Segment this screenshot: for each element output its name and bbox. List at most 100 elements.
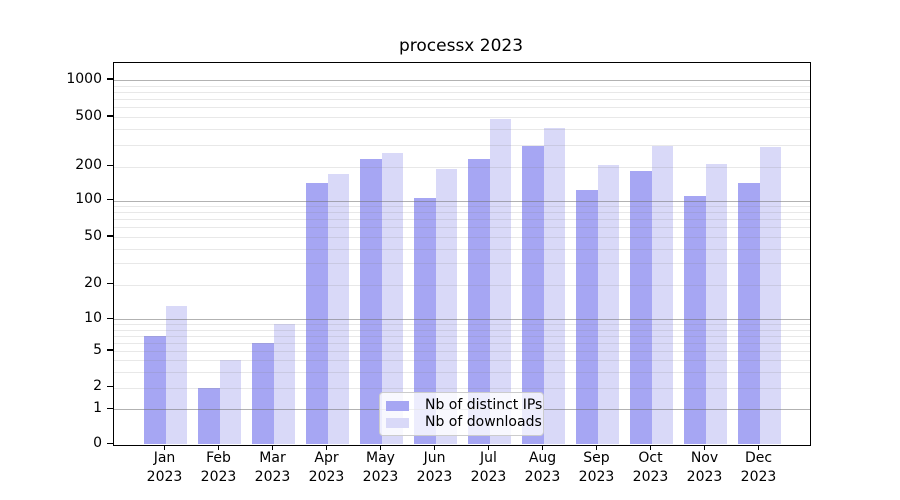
y-tick-label: 100: [75, 191, 102, 207]
gridline-minor: [114, 99, 810, 101]
y-tick-label: 500: [75, 107, 102, 124]
x-tick-mark: [649, 444, 652, 450]
bar-downloads-dec-2023: [759, 146, 781, 445]
bar-distinct-ips-apr-2023: [306, 182, 328, 445]
bar-distinct-ips-may-2023: [360, 158, 382, 445]
bar-downloads-apr-2023: [327, 174, 349, 445]
y-tick-label: 1000: [66, 70, 102, 87]
bar-downloads-nov-2023: [705, 163, 727, 445]
y-tick-mark: [107, 235, 113, 237]
x-tick-label: Jun 2023: [416, 450, 453, 485]
bar-distinct-ips-jan-2023: [144, 335, 166, 445]
y-tick-label: 10: [84, 309, 102, 326]
bar-downloads-oct-2023: [651, 146, 673, 445]
x-tick-label: May 2023: [362, 450, 399, 485]
x-tick-label: Aug 2023: [524, 450, 561, 485]
x-tick-mark: [379, 444, 382, 450]
gridline-minor: [114, 166, 810, 168]
gridline-minor: [114, 387, 810, 389]
x-tick-mark: [595, 444, 598, 450]
gridline-minor: [114, 206, 810, 208]
gridline-minor: [114, 129, 810, 131]
x-tick-label: Apr 2023: [308, 450, 345, 485]
legend-swatch-distinct-ips: [386, 400, 409, 411]
gridline-minor: [114, 227, 810, 229]
y-tick-label: 200: [75, 157, 102, 173]
bar-distinct-ips-aug-2023: [522, 146, 544, 445]
y-tick-mark: [107, 164, 113, 167]
legend-item-distinct-ips: Nb of distinct IPs: [386, 398, 542, 413]
gridline-minor: [114, 371, 810, 373]
bar-downloads-jul-2023: [489, 118, 511, 445]
gridline-minor: [114, 351, 810, 352]
y-tick-label: 20: [84, 275, 102, 291]
bar-distinct-ips-feb-2023: [198, 387, 220, 445]
x-tick-mark: [217, 444, 220, 450]
chart-title: processx 2023: [398, 36, 524, 56]
bar-distinct-ips-sep-2023: [576, 190, 598, 445]
gridline-minor: [114, 107, 810, 109]
x-tick-label: Nov 2023: [686, 450, 723, 485]
x-tick-label: Jul 2023: [470, 450, 507, 485]
x-tick-mark: [703, 444, 706, 450]
gridline-minor: [114, 144, 810, 146]
bar-distinct-ips-oct-2023: [630, 171, 652, 445]
y-tick-mark: [107, 317, 113, 319]
x-tick-mark: [757, 444, 760, 450]
plot-area: [113, 62, 811, 446]
gridline-minor: [114, 85, 810, 87]
x-tick-mark: [325, 444, 328, 450]
y-tick-label: 5: [93, 341, 102, 358]
legend-label-downloads: Nb of downloads: [425, 414, 542, 430]
y-tick-mark: [107, 442, 113, 445]
gridline-minor: [114, 329, 810, 331]
x-tick-label: Oct 2023: [632, 450, 669, 485]
gridline-minor: [114, 237, 810, 238]
gridline-major: [114, 80, 810, 81]
legend-label-distinct-ips: Nb of distinct IPs: [425, 397, 543, 413]
gridline-minor: [114, 324, 810, 326]
y-tick-mark: [107, 78, 113, 80]
gridline-minor: [114, 248, 810, 250]
gridline-major: [114, 319, 810, 321]
y-tick-label: 50: [84, 227, 102, 244]
bar-distinct-ips-jul-2023: [468, 159, 490, 445]
bars-layer: [114, 63, 810, 445]
bar-downloads-may-2023: [381, 153, 403, 445]
gridline-minor: [114, 219, 810, 221]
x-tick-mark: [271, 444, 274, 450]
x-tick-label: Feb 2023: [200, 450, 237, 485]
y-tick-label: 2: [93, 378, 102, 395]
bar-distinct-ips-jun-2023: [414, 197, 436, 445]
legend: Nb of distinct IPs Nb of downloads: [379, 392, 544, 436]
gridline-major: [114, 200, 810, 202]
x-tick-label: Dec 2023: [740, 450, 777, 485]
gridline-minor: [114, 342, 810, 344]
legend-item-downloads: Nb of downloads: [386, 415, 542, 430]
x-tick-label: Sep 2023: [578, 450, 615, 485]
bar-distinct-ips-mar-2023: [252, 342, 274, 445]
bar-downloads-jun-2023: [435, 169, 457, 445]
y-tick-mark: [107, 407, 113, 409]
y-tick-mark: [107, 282, 113, 285]
y-tick-mark: [107, 386, 113, 388]
bar-downloads-sep-2023: [597, 165, 619, 445]
gridline-minor: [114, 335, 810, 337]
y-tick-label: 0: [93, 435, 102, 451]
legend-swatch-downloads: [386, 417, 409, 428]
bar-downloads-mar-2023: [273, 324, 295, 445]
x-tick-mark: [541, 444, 544, 450]
x-tick-label: Jan 2023: [146, 450, 183, 485]
bar-distinct-ips-dec-2023: [738, 182, 760, 445]
grid-layer: [114, 63, 810, 445]
x-tick-mark: [433, 444, 436, 450]
bar-downloads-aug-2023: [543, 127, 565, 445]
x-tick-mark: [487, 444, 490, 450]
bar-downloads-feb-2023: [219, 359, 241, 445]
y-tick-mark: [107, 198, 113, 201]
gridline-minor: [114, 212, 810, 214]
gridline-minor: [114, 284, 810, 286]
x-tick-mark: [163, 444, 166, 450]
gridline-minor: [114, 91, 810, 93]
